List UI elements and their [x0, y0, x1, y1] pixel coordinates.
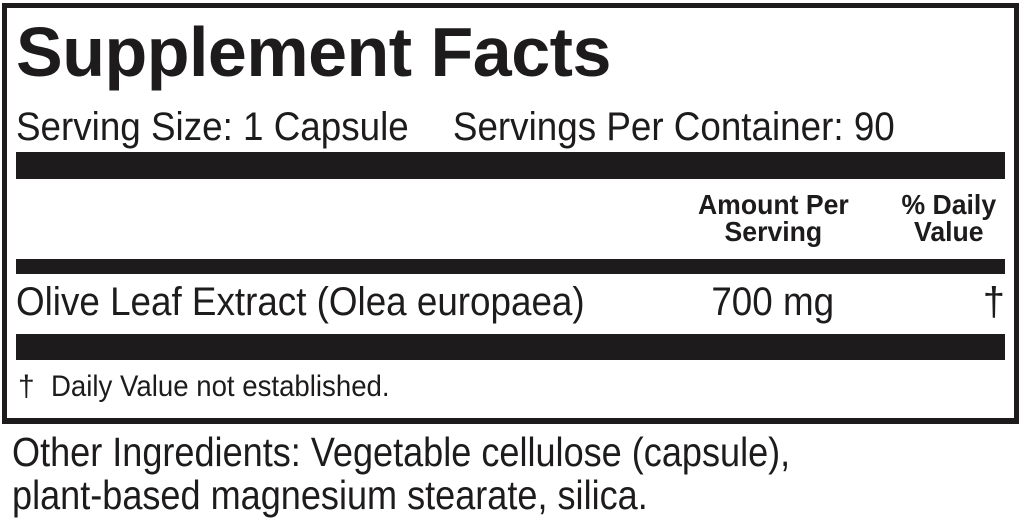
divider-thick-top [16, 152, 1005, 179]
servings-per-container: Servings Per Container: 90 [452, 105, 895, 149]
ingredient-name: Olive Leaf Extract (Olea europaea) [16, 280, 585, 324]
amount-per-serving-header: Amount Per Serving [697, 189, 849, 247]
percent-daily-value-header: % Daily Value [901, 189, 997, 247]
supplement-facts-panel: Supplement Facts Serving Size: 1 Capsule… [2, 3, 1019, 424]
divider-thin [16, 259, 1005, 274]
ingredient-amount: 700 mg [711, 280, 835, 324]
serving-info: Serving Size: 1 Capsule Servings Per Con… [16, 107, 926, 147]
divider-thick-bottom [16, 334, 1005, 360]
panel-title: Supplement Facts [16, 13, 611, 91]
ingredient-name-cell: Olive Leaf Extract (Olea europaea) [16, 282, 653, 322]
ingredient-daily-value-cell: † [893, 282, 1005, 322]
other-ingredients-text: Other Ingredients: Vegetable cellulose (… [12, 429, 791, 518]
serving-size: Serving Size: 1 Capsule [16, 105, 409, 149]
ingredient-amount-cell: 700 mg [653, 282, 893, 322]
footnote-dagger-symbol: † [18, 370, 35, 403]
table-row: Olive Leaf Extract (Olea europaea) 700 m… [16, 282, 1005, 322]
amount-header-cell: Amount Per Serving [653, 191, 893, 246]
daily-value-header-cell: % Daily Value [893, 191, 1005, 246]
dagger-symbol: † [982, 280, 1005, 324]
table-header-row: Amount Per Serving % Daily Value [16, 191, 1005, 246]
footnote-text: Daily Value not established. [50, 370, 390, 403]
footnote: † Daily Value not established. [16, 372, 1005, 402]
